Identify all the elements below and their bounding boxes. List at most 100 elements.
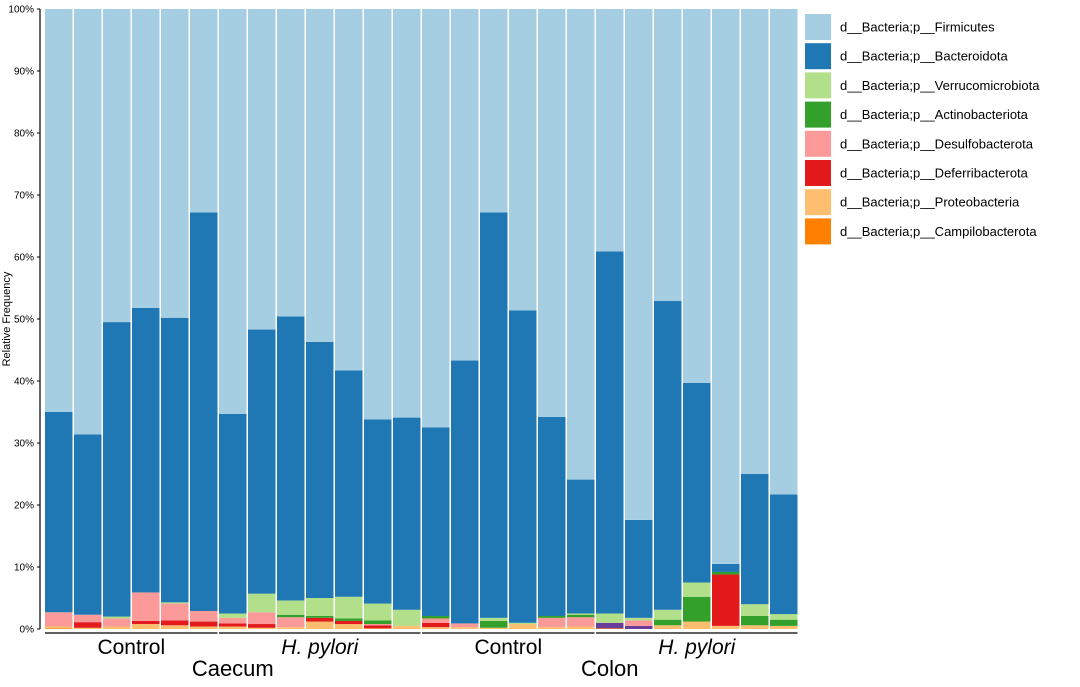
bar-segment-desulfobacterota [364,624,392,626]
bar-16 [480,9,508,629]
bar-segment-deferribacterota [712,574,740,626]
bar-segment-bacteroidota [654,301,682,610]
bar-segment-verrucomicrobiota [219,613,247,618]
bar-segment-verrucomicrobiota [103,616,131,619]
legend-item-deferribacterota: d__Bacteria;p__Deferribacterota [805,160,1029,186]
bar-segment-bacteroidota [393,417,421,610]
bar-26 [770,9,798,629]
bar-segment-firmicutes [712,9,740,564]
region-label-colon: Colon [581,656,638,681]
bar-segment-deferribacterota [306,617,334,622]
bar-segment-proteobacteria [422,627,450,629]
bar-segment-proteobacteria [538,627,566,629]
bar-segment-actinobacteriota [422,615,450,619]
legend-swatch [805,72,831,99]
bar-13 [393,9,421,629]
group-label-2: H. pylori [281,636,359,659]
bar-segment-bacteroidota [45,412,73,613]
bar-segment-firmicutes [625,9,653,520]
bar-segment-bacteroidota [132,307,160,593]
legend-item-desulfobacterota: d__Bacteria;p__Desulfobacterota [805,130,1034,157]
bar-segment-proteobacteria [132,624,160,629]
bar-segment-firmicutes [567,9,595,480]
group-label-4: H. pylori [658,636,736,659]
bar-segment-desulfobacterota [74,614,102,623]
bar-segment-verrucomicrobiota [596,613,624,623]
legend-label: d__Bacteria;p__Firmicutes [840,20,995,35]
bar-21 [625,9,653,629]
bar-segment-actinobacteriota [335,618,363,621]
bar-segment-firmicutes [277,9,305,317]
bar-segment-bacteroidota [422,427,450,616]
bar-18 [538,9,566,629]
bar-segment-bacteroidota [770,494,798,615]
legend-item-firmicutes: d__Bacteria;p__Firmicutes [805,14,995,40]
bar-segment-bacteroidota [190,212,218,612]
bar-segment-desulfobacterota [161,603,189,621]
region-label-caecum: Caecum [192,656,274,681]
bar-5 [161,9,189,629]
bar-segment-bacteroidota [364,419,392,604]
bar-segment-deferribacterota [364,625,392,629]
bar-segment-proteobacteria [509,624,537,629]
y-tick-label: 90% [14,67,34,78]
bar-segment-bacteroidota [248,329,276,594]
bar-segment-verrucomicrobiota [277,600,305,615]
bar-2 [74,9,102,629]
bar-segment-firmicutes [538,9,566,417]
bar-11 [335,9,363,629]
bar-segment-bacteroidota [335,370,363,597]
legend-item-campilobacterota: d__Bacteria;p__Campilobacterota [805,218,1037,245]
legend-item-proteobacteria: d__Bacteria;p__Proteobacteria [805,189,1020,216]
legend-swatch [805,189,831,216]
bar-segment-firmicutes [509,9,537,311]
legend-swatch [805,101,831,128]
bar-segment-verrucomicrobiota [567,613,595,615]
bar-segment-proteobacteria [103,626,131,629]
bar-segment-desulfobacterota [625,620,653,626]
bar-14 [422,9,450,629]
legend: d__Bacteria;p__Firmicutes d__Bacteria;p__… [805,14,1040,245]
bar-segment-bacteroidota [219,413,247,614]
bar-segment-proteobacteria [248,627,276,629]
bar-segment-deferribacterota [190,621,218,627]
bar-segment-verrucomicrobiota [509,622,537,625]
bar-10 [306,9,334,629]
group-label-3: Control [474,636,542,659]
bar-segment-firmicutes [596,9,624,252]
bar-segment-firmicutes [364,9,392,420]
bar-segment-bacteroidota [306,341,334,598]
bar-segment-firmicutes [451,9,479,361]
bar-segment-proteobacteria [480,627,508,629]
bar-segment-firmicutes [219,9,247,414]
bar-segment-actinobacteriota [741,615,769,626]
bar-24 [712,9,740,629]
bar-segment-desulfobacterota [277,617,305,628]
bar-segment-desulfobacterota [190,611,218,622]
y-tick-label: 10% [14,563,34,574]
bar-segment-campilobacterota [45,628,73,629]
bar-segment-proteobacteria [364,628,392,629]
bar-segment-proteobacteria [45,626,73,629]
bar-segment-verrucomicrobiota [770,614,798,620]
bar-segment-firmicutes [683,9,711,383]
bar-segment-bacteroidota [625,519,653,618]
y-axis-label: Relative Frequency [1,271,13,366]
bar-segment-actinobacteriota [654,619,682,626]
bar-segment-bacteroidota [103,322,131,617]
y-tick-label: 40% [14,377,34,388]
bar-segment-firmicutes [248,9,276,330]
bar-segment-firmicutes [103,9,131,323]
bar-segment-bacteroidota [277,316,305,601]
y-tick-label: 60% [14,253,34,264]
bar-segment-verrucomicrobiota [683,582,711,597]
bar-segment-bacteroidota [567,479,595,614]
bar-segment-proteobacteria [567,626,595,629]
bar-22 [654,9,682,629]
bar-segment-desulfobacterota [248,612,276,625]
bar-segment-purple [625,625,653,629]
bar-8 [248,9,276,629]
bar-segment-proteobacteria [277,627,305,629]
legend-item-bacteroidota: d__Bacteria;p__Bacteroidota [805,43,1008,70]
bar-segment-verrucomicrobiota [741,604,769,616]
